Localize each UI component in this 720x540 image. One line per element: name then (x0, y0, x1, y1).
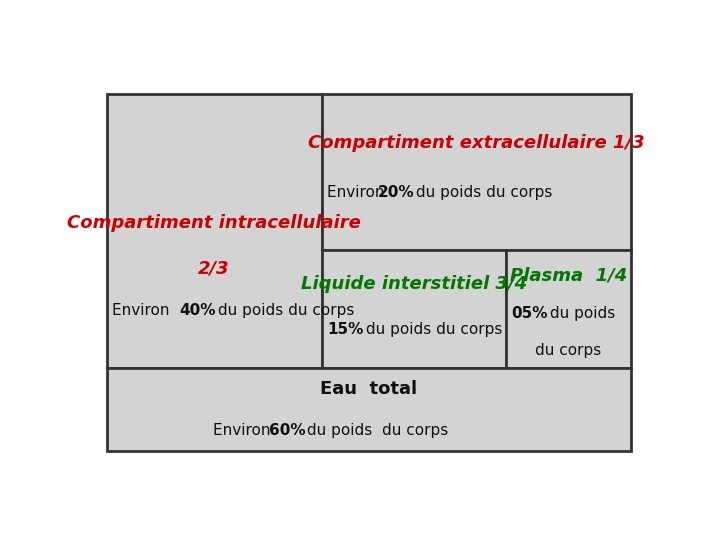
Text: du poids: du poids (545, 306, 615, 321)
Bar (107, 94, 322, 368)
Text: Environ: Environ (112, 302, 179, 318)
Text: 15%: 15% (327, 322, 364, 338)
Text: 05%: 05% (511, 306, 548, 321)
Text: du poids du corps: du poids du corps (213, 302, 354, 318)
Text: du poids du corps: du poids du corps (361, 322, 502, 338)
Bar (107, 368, 631, 451)
Text: Plasma  1/4: Plasma 1/4 (510, 267, 627, 285)
Text: Eau  total: Eau total (320, 380, 418, 398)
Bar (505, 250, 631, 368)
Text: 2/3: 2/3 (198, 260, 230, 278)
Text: 40%: 40% (179, 302, 216, 318)
Text: Liquide interstitiel 3/4: Liquide interstitiel 3/4 (300, 275, 527, 293)
Text: du corps: du corps (536, 343, 602, 358)
Text: Compartiment intracellulaire: Compartiment intracellulaire (67, 214, 361, 232)
Text: 20%: 20% (377, 185, 414, 200)
Text: Environ: Environ (213, 423, 275, 438)
Text: Compartiment extracellulaire 1/3: Compartiment extracellulaire 1/3 (308, 134, 644, 152)
Bar (322, 250, 505, 368)
Bar (322, 94, 631, 250)
Text: du poids du corps: du poids du corps (411, 185, 552, 200)
Text: 60%: 60% (269, 423, 305, 438)
Text: du poids  du corps: du poids du corps (302, 423, 449, 438)
Text: Environ: Environ (327, 185, 390, 200)
